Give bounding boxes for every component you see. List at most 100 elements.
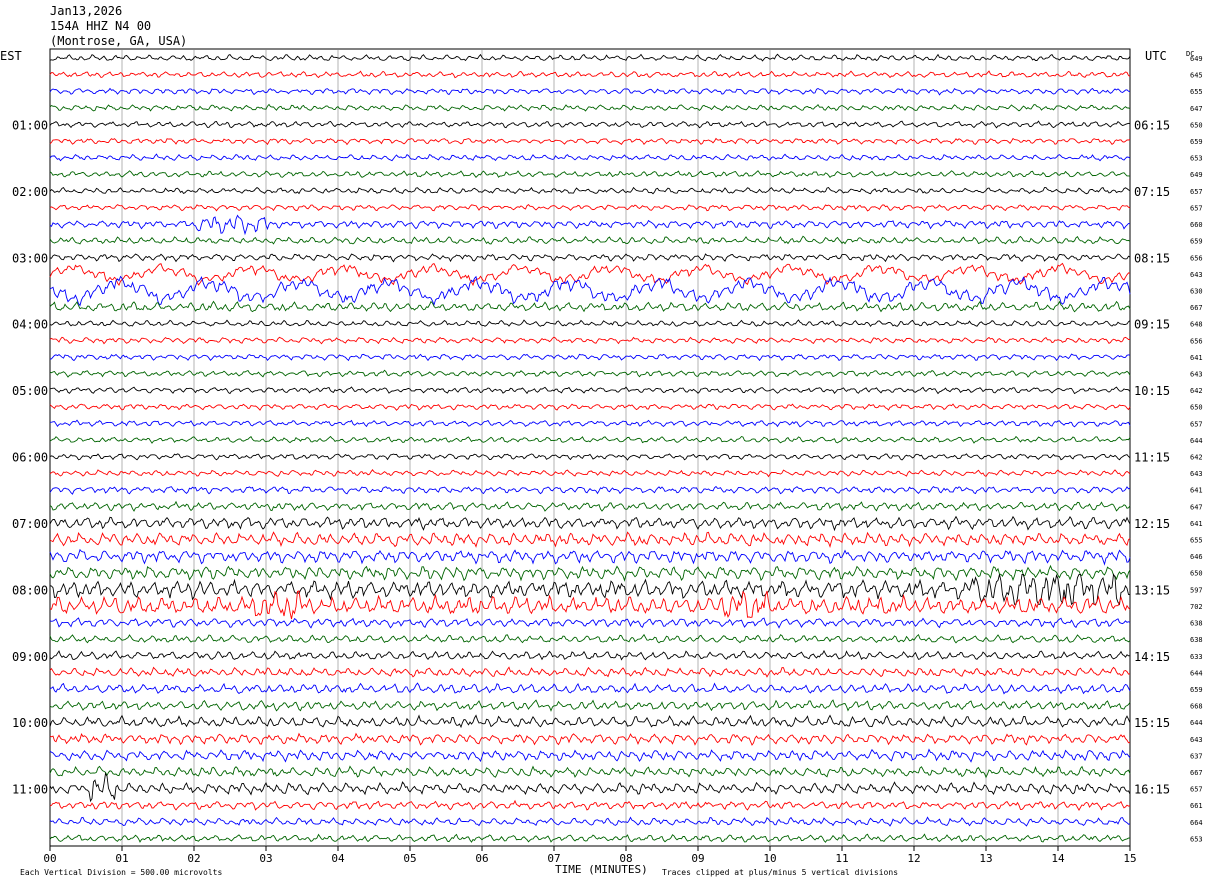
x-tick-label: 08 [619, 852, 632, 865]
right-hour-label: 08:15 [1134, 251, 1170, 265]
x-tick-label: 04 [331, 852, 345, 865]
x-tick-label: 13 [979, 852, 992, 865]
trace-13 [49, 253, 1131, 263]
trace-21 [49, 386, 1131, 395]
right-hour-label: 13:15 [1134, 583, 1170, 597]
dc-offset-label: 653 [1190, 155, 1203, 163]
trace-27 [49, 485, 1131, 495]
dc-offset-label: 655 [1190, 537, 1203, 545]
dc-offset-label: 655 [1190, 88, 1203, 96]
right-hour-label: 12:15 [1134, 517, 1170, 531]
dc-offset-label: 637 [1190, 752, 1203, 760]
dc-offset-label: 643 [1190, 370, 1203, 378]
right-timezone-label: UTC [1145, 49, 1167, 63]
dc-offset-label: 633 [1190, 653, 1203, 661]
left-hour-label: 09:00 [12, 650, 48, 664]
plot-grid [49, 48, 1131, 851]
dc-offset-label: 638 [1190, 620, 1203, 628]
trace-37 [49, 649, 1130, 661]
x-tick-label: 07 [547, 852, 560, 865]
dc-column-label: DC [1186, 50, 1194, 58]
trace-43 [49, 748, 1131, 763]
left-hour-label: 05:00 [12, 384, 48, 398]
trace-19 [49, 353, 1131, 362]
trace-11 [49, 214, 1131, 236]
trace-36 [49, 633, 1131, 644]
left-hour-label: 08:00 [12, 583, 48, 597]
trace-33 [49, 572, 1131, 606]
dc-offset-label: 656 [1190, 254, 1203, 262]
left-hour-label: 02:00 [12, 185, 48, 199]
trace-7 [49, 153, 1131, 162]
right-hour-label: 14:15 [1134, 650, 1170, 664]
trace-2 [49, 70, 1131, 79]
trace-26 [49, 469, 1131, 478]
footer-scale-note: Each Vertical Division = 500.00 microvol… [20, 868, 222, 877]
x-tick-label: 03 [259, 852, 272, 865]
dc-offset-label: 641 [1190, 354, 1203, 362]
dc-offset-label: 702 [1190, 603, 1203, 611]
trace-15 [49, 275, 1131, 307]
station-location: (Montrose, GA, USA) [50, 34, 188, 48]
trace-3 [49, 87, 1131, 96]
trace-5 [49, 120, 1131, 129]
dc-offset-label: 661 [1190, 802, 1203, 810]
trace-38 [49, 666, 1131, 678]
trace-18 [49, 336, 1131, 345]
dc-offset-label: 656 [1190, 337, 1203, 345]
dc-offset-label: 664 [1190, 819, 1203, 827]
dc-offset-label: 647 [1190, 503, 1203, 511]
axis-labels: 00 01 02 03 04 05 06 07 08 09 10 11 12 13 14 15 649 645 65… [12, 55, 1203, 865]
trace-48 [49, 833, 1131, 843]
left-hour-label: 10:00 [12, 716, 48, 730]
dc-offset-label: 650 [1190, 570, 1203, 578]
x-tick-label: 06 [475, 852, 488, 865]
dc-offset-label: 649 [1190, 55, 1203, 63]
trace-25 [49, 453, 1131, 461]
dc-offset-label: 597 [1190, 586, 1203, 594]
trace-23 [49, 419, 1131, 428]
trace-44 [49, 765, 1131, 779]
trace-47 [49, 816, 1131, 827]
dc-offset-label: 667 [1190, 304, 1203, 312]
dc-offset-label: 643 [1190, 470, 1203, 478]
trace-14 [49, 262, 1131, 287]
dc-offset-label: 642 [1190, 387, 1203, 395]
trace-41 [49, 714, 1131, 729]
dc-offset-label: 645 [1190, 72, 1203, 80]
dc-offset-label: 630 [1190, 287, 1203, 295]
x-tick-label: 14 [1051, 852, 1065, 865]
dc-offset-label: 667 [1190, 769, 1203, 777]
trace-46 [49, 799, 1131, 812]
dc-offset-label: 644 [1190, 719, 1203, 727]
plot-frame [49, 48, 1131, 847]
dc-offset-label: 643 [1190, 271, 1203, 279]
dc-offset-label: 650 [1190, 121, 1203, 129]
trace-42 [49, 732, 1131, 746]
trace-8 [49, 170, 1131, 178]
dc-offset-label: 659 [1190, 238, 1203, 246]
x-tick-label: 11 [835, 852, 848, 865]
trace-40 [49, 699, 1131, 712]
trace-10 [49, 203, 1131, 212]
dc-offset-label: 657 [1190, 188, 1203, 196]
dc-offset-label: 668 [1190, 703, 1203, 711]
seismic-traces [49, 53, 1131, 843]
trace-4 [49, 103, 1131, 112]
dc-offset-label: 647 [1190, 105, 1203, 113]
dc-offset-label: 642 [1190, 454, 1203, 462]
dc-offset-label: 643 [1190, 736, 1203, 744]
left-hour-label: 07:00 [12, 517, 48, 531]
trace-22 [49, 403, 1131, 411]
dc-offset-label: 657 [1190, 204, 1203, 212]
trace-32 [49, 564, 1131, 582]
left-hour-label: 06:00 [12, 451, 48, 465]
dc-offset-label: 644 [1190, 669, 1203, 677]
dc-offset-label: 653 [1190, 835, 1203, 843]
dc-offset-label: 657 [1190, 420, 1203, 428]
left-hour-label: 11:00 [12, 783, 48, 797]
right-hour-label: 09:15 [1134, 318, 1170, 332]
trace-28 [49, 500, 1131, 512]
right-hour-label: 10:15 [1134, 384, 1170, 398]
trace-20 [49, 369, 1131, 378]
